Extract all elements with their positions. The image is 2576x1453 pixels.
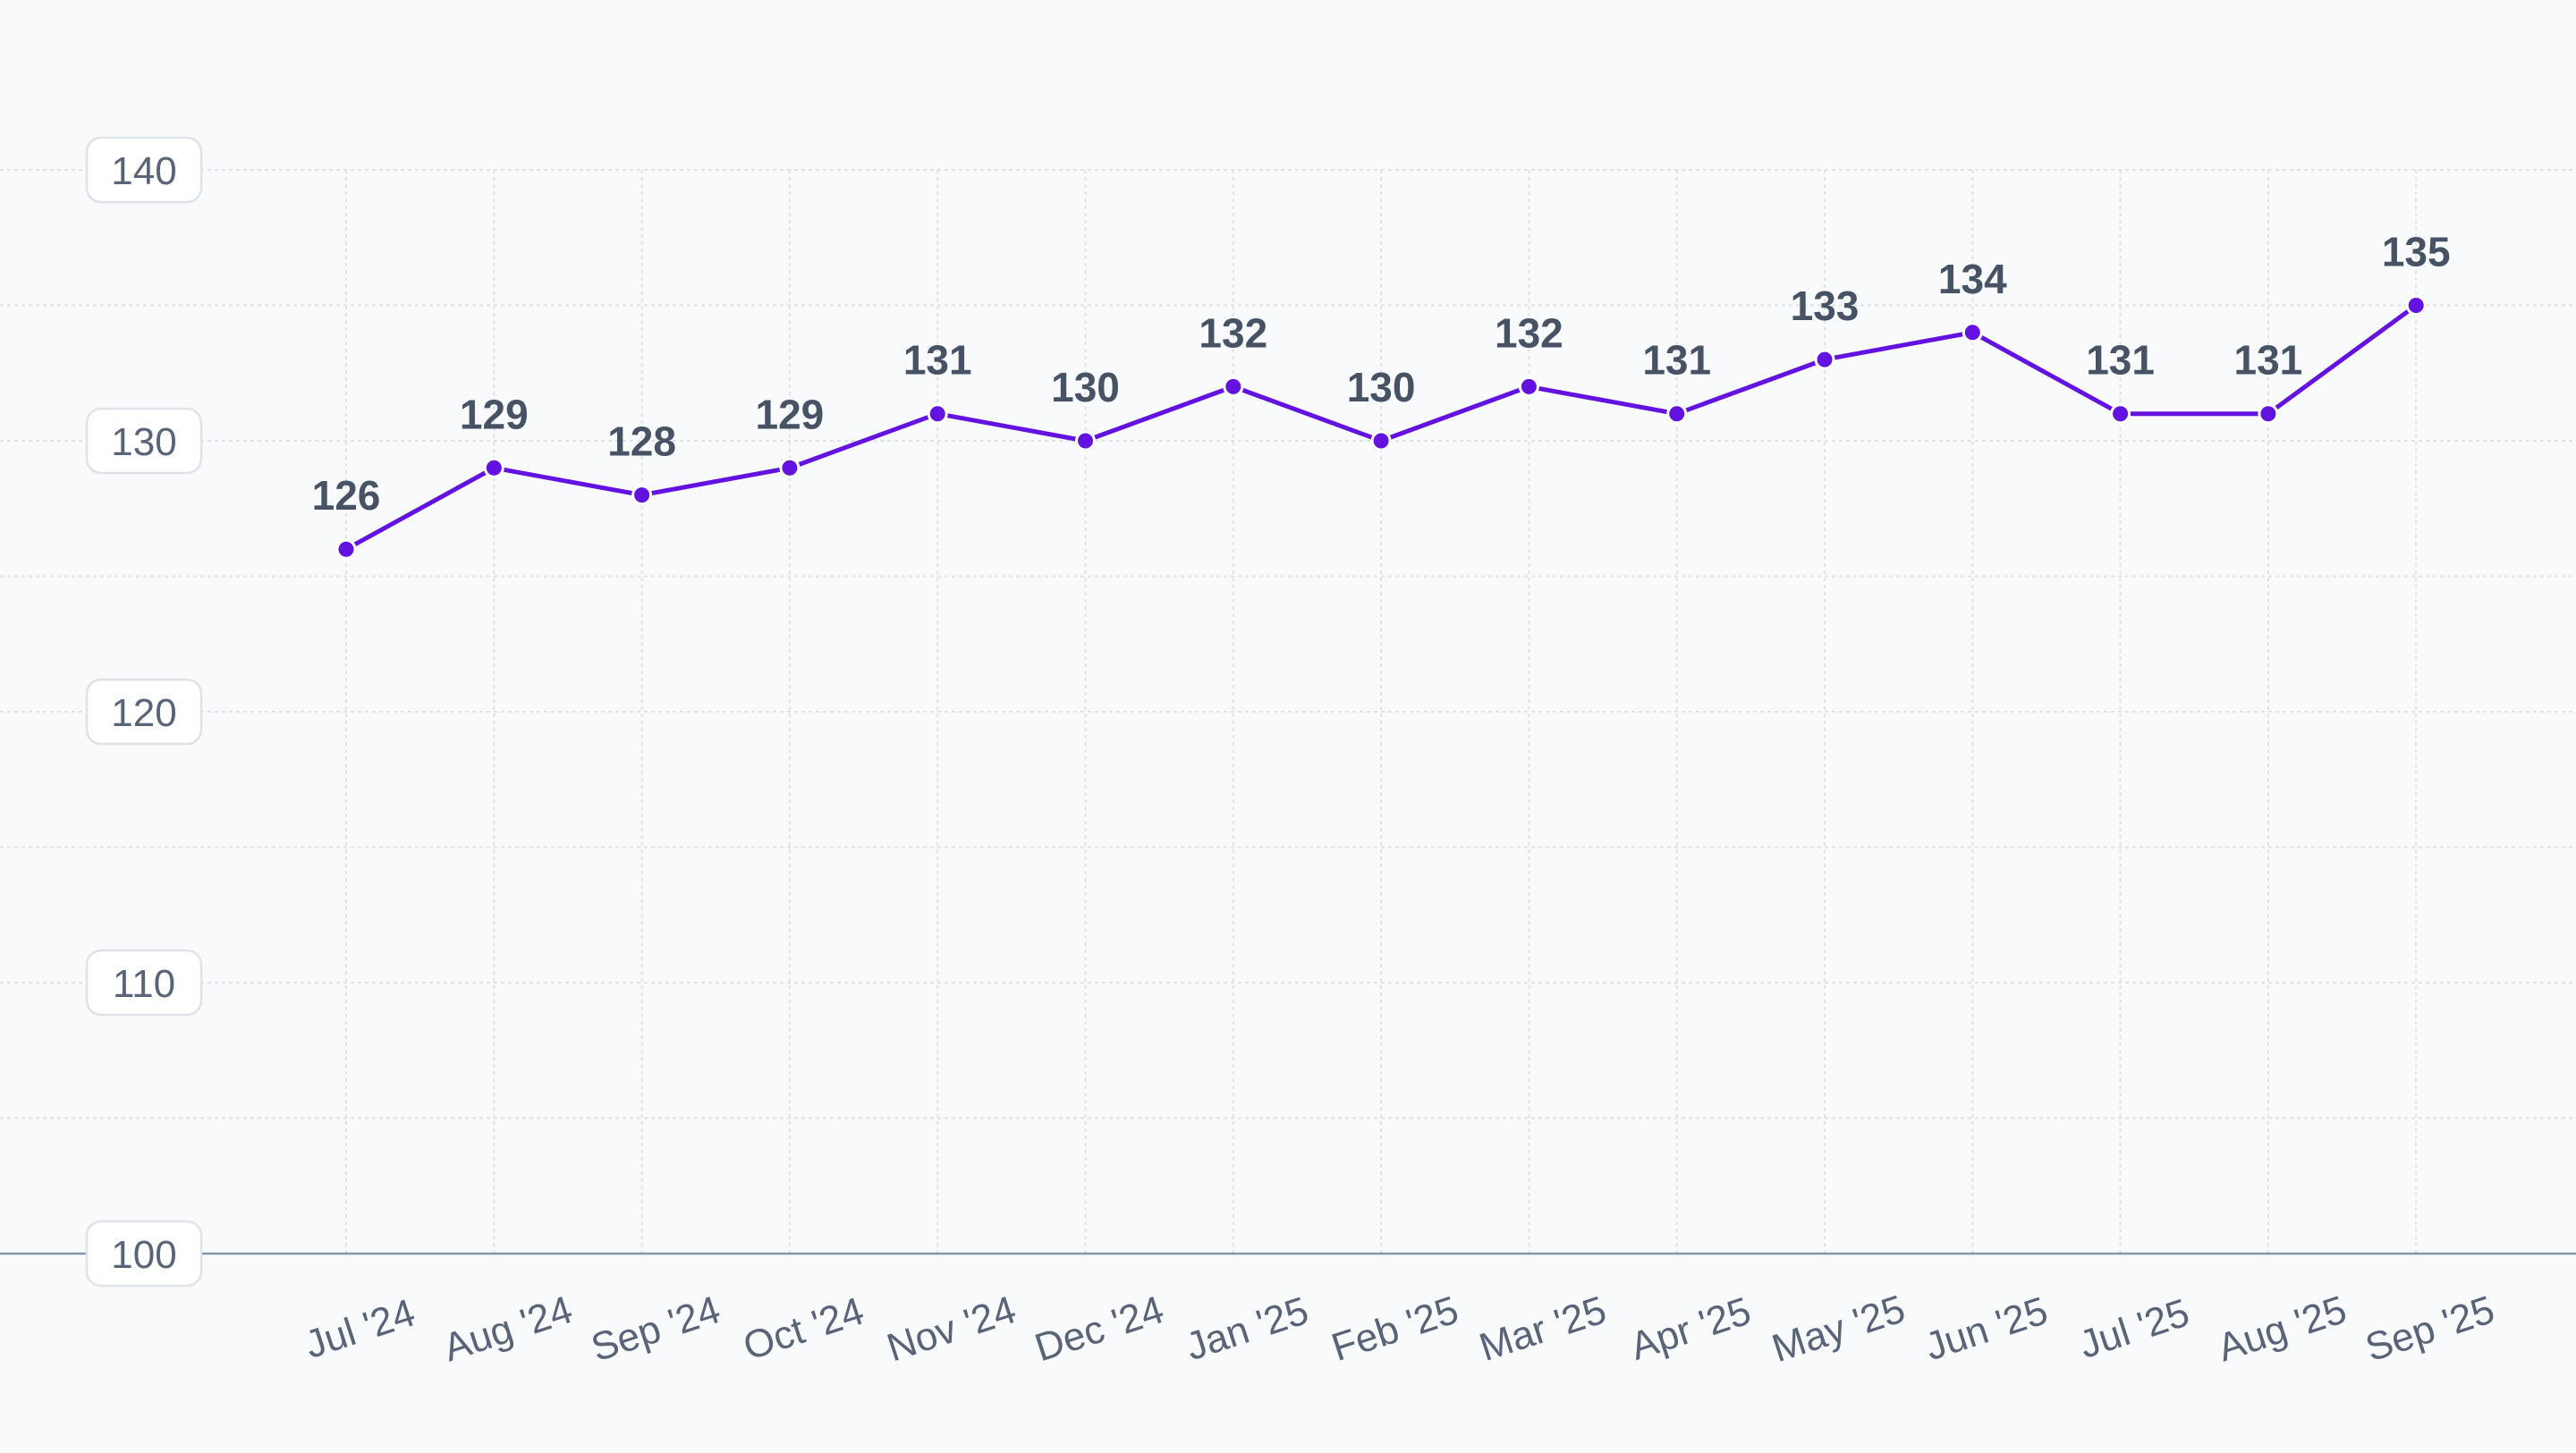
x-tick-label: Aug '25 — [2213, 1288, 2352, 1370]
x-tick-label: Apr '25 — [1625, 1289, 1756, 1369]
data-label: 131 — [2086, 337, 2155, 384]
data-label: 126 — [312, 472, 381, 519]
data-point — [2258, 403, 2279, 425]
y-tick-pill — [85, 678, 203, 746]
data-point — [779, 457, 801, 478]
y-tick-pill — [85, 136, 203, 204]
data-point — [927, 403, 948, 425]
data-label: 129 — [756, 391, 825, 437]
x-tick-label: Oct '24 — [738, 1289, 869, 1369]
data-point — [2110, 403, 2131, 425]
data-point — [631, 485, 653, 506]
data-label: 131 — [1642, 337, 1711, 384]
data-point — [1223, 376, 1244, 397]
x-tick-label: Jan '25 — [1181, 1288, 1314, 1369]
data-label: 130 — [1347, 364, 1416, 410]
gridlines — [0, 169, 2576, 1254]
y-tick-label: 100 — [85, 1220, 203, 1288]
x-tick-label: Aug '24 — [438, 1288, 578, 1370]
data-point — [1962, 322, 1983, 343]
x-tick-label: May '25 — [1767, 1287, 1910, 1371]
data-label: 131 — [903, 337, 972, 384]
y-tick-text: 100 — [111, 1233, 176, 1277]
x-tick-label: Sep '25 — [2360, 1288, 2500, 1370]
x-tick-label: Mar '25 — [1474, 1288, 1611, 1370]
y-tick-label: 140 — [85, 136, 203, 204]
y-tick-text: 120 — [111, 691, 176, 735]
data-label: 133 — [1791, 283, 1860, 329]
data-labels-layer: 126 129 128 129 131 130 132 130 132 131 133 134 131 1… — [312, 229, 2451, 520]
data-point — [1666, 403, 1688, 425]
x-tick-label: Jul '24 — [300, 1290, 420, 1366]
x-tick-label: Jul '25 — [2074, 1290, 2195, 1366]
data-point — [335, 538, 357, 560]
points-layer — [335, 295, 2427, 560]
data-point — [483, 457, 504, 478]
data-label: 132 — [1199, 309, 1267, 356]
y-tick-text: 130 — [111, 420, 176, 464]
data-point — [2405, 295, 2427, 316]
y-tick-pill — [85, 949, 203, 1017]
data-label: 131 — [2234, 337, 2303, 384]
data-label: 132 — [1495, 309, 1563, 356]
y-tick-label: 130 — [85, 407, 203, 475]
x-tick-label: Sep '24 — [586, 1288, 725, 1370]
data-label: 129 — [460, 391, 529, 437]
y-tick-text: 140 — [111, 149, 176, 193]
data-point — [1075, 430, 1096, 452]
y-tick-text: 110 — [113, 962, 175, 1006]
x-tick-label: Dec '24 — [1030, 1288, 1169, 1370]
y-tick-pill — [85, 407, 203, 475]
data-point — [1518, 376, 1539, 397]
y-tick-label: 120 — [85, 678, 203, 746]
x-tick-label: Nov '24 — [882, 1288, 1021, 1370]
data-label: 128 — [607, 418, 676, 465]
x-axis-ticks: Jul '24 Aug '24 Sep '24 Oct '24 Nov '24 Dec '… — [300, 1287, 2499, 1371]
data-label: 130 — [1051, 364, 1120, 410]
x-tick-label: Feb '25 — [1326, 1288, 1463, 1370]
data-label: 135 — [2382, 229, 2451, 275]
data-point — [1370, 430, 1392, 452]
y-axis-ticks: 100 110 120 130 140 — [85, 136, 203, 1288]
data-point — [1814, 349, 1835, 370]
y-tick-label: 110 — [85, 949, 203, 1017]
x-tick-label: Jun '25 — [1919, 1288, 2053, 1369]
data-label: 134 — [1938, 256, 2007, 302]
y-tick-pill — [85, 1220, 203, 1288]
